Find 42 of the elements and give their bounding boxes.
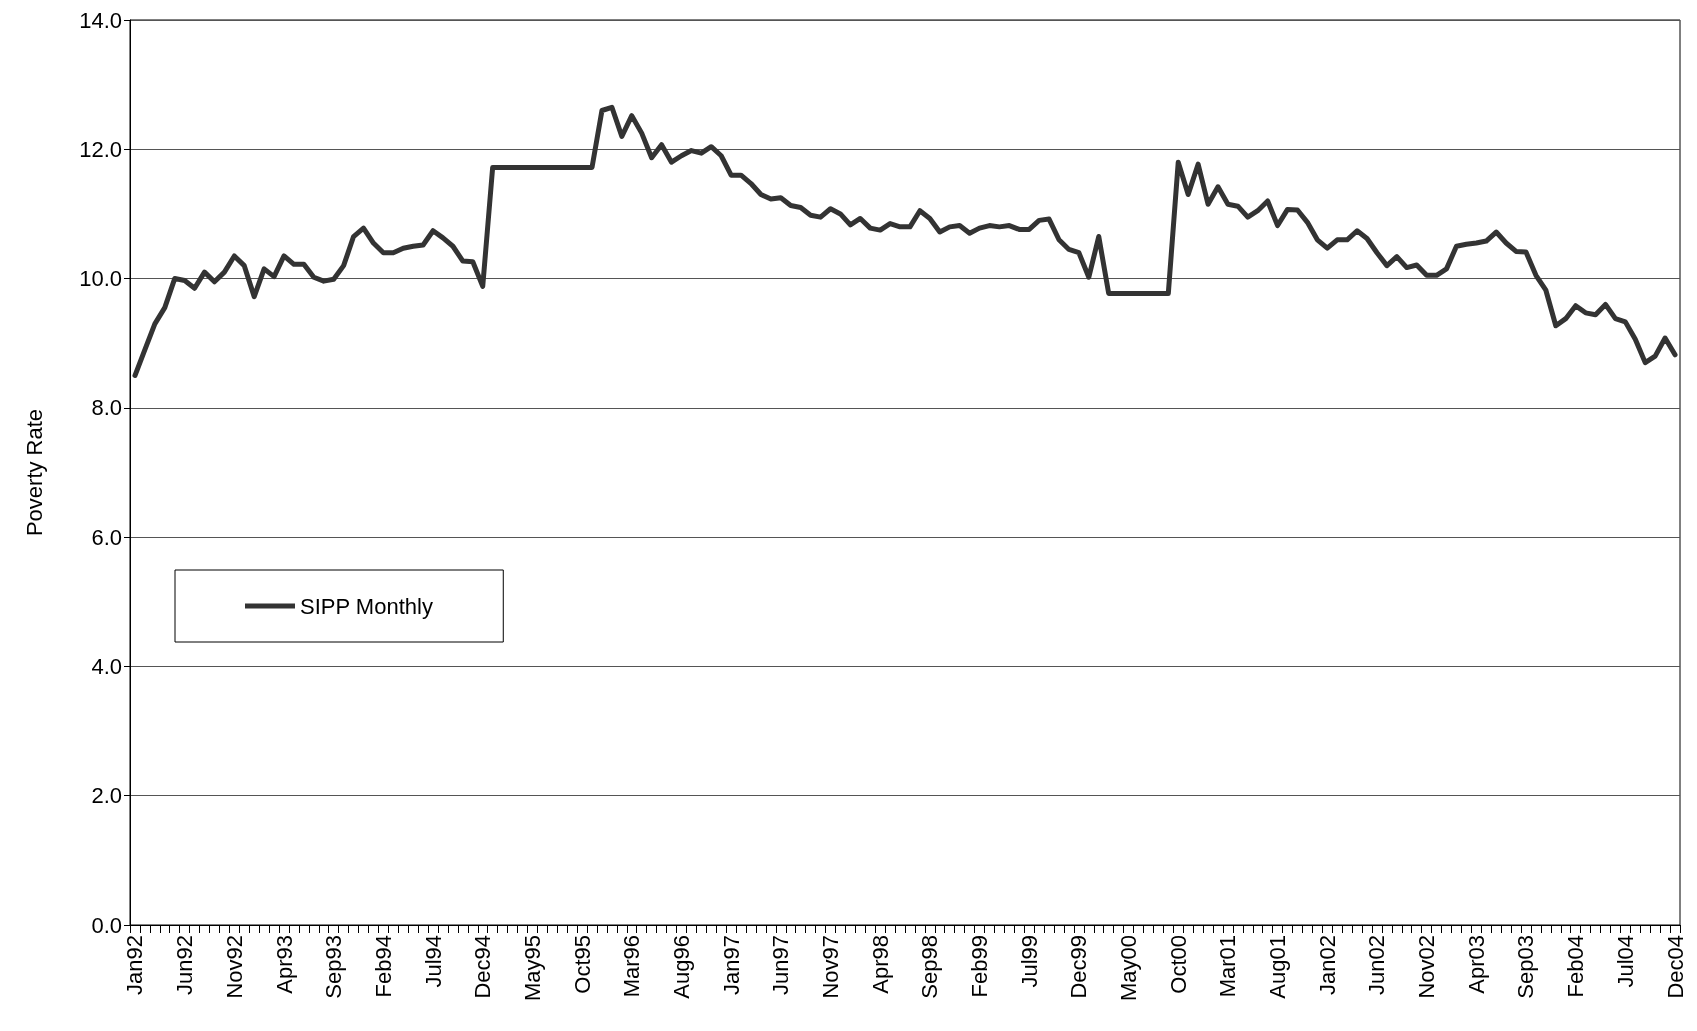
x-tick-label: Feb04 [1563, 935, 1589, 998]
x-tick-label: Mar01 [1215, 935, 1241, 998]
x-tick-label: Apr98 [867, 935, 893, 994]
x-tick-label: Apr93 [271, 935, 297, 994]
y-tick-label: 14.0 [79, 7, 122, 33]
x-tick-label: Sep03 [1513, 935, 1539, 999]
x-tick-label: Dec99 [1066, 935, 1092, 999]
x-tick-label: Jul04 [1612, 935, 1638, 988]
legend-label: SIPP Monthly [300, 593, 433, 619]
x-tick-label: May00 [1116, 935, 1142, 1002]
x-tick-label: Jun92 [172, 935, 198, 995]
x-tick-label: Jul99 [1016, 935, 1042, 988]
x-tick-label: Jun97 [768, 935, 794, 995]
x-tick-label: Feb99 [967, 935, 993, 998]
x-tick-label: Dec04 [1662, 935, 1688, 999]
y-tick-label: 6.0 [91, 524, 122, 550]
y-tick-label: 10.0 [79, 266, 122, 292]
x-tick-label: Nov02 [1414, 935, 1440, 999]
x-tick-label: Aug96 [668, 935, 694, 999]
x-tick-label: Mar96 [619, 935, 645, 998]
x-tick-label: Nov92 [221, 935, 247, 999]
x-tick-label: Jan02 [1314, 935, 1340, 995]
x-tick-label: Dec94 [470, 935, 496, 999]
x-tick-label: Aug01 [1265, 935, 1291, 999]
x-tick-label: Jan97 [718, 935, 744, 995]
y-tick-label: 4.0 [91, 653, 122, 679]
x-tick-label: Sep93 [321, 935, 347, 999]
y-tick-label: 2.0 [91, 783, 122, 809]
y-tick-label: 8.0 [91, 395, 122, 421]
x-tick-label: May95 [519, 935, 545, 1002]
x-tick-label: Nov97 [817, 935, 843, 999]
y-tick-label: 12.0 [79, 136, 122, 162]
x-tick-label: Jan92 [122, 935, 148, 995]
x-tick-label: Feb94 [370, 935, 396, 998]
x-tick-label: Jun02 [1364, 935, 1390, 995]
y-tick-label: 0.0 [91, 912, 122, 938]
x-tick-label: Sep98 [917, 935, 943, 999]
x-tick-label: Jul94 [420, 935, 446, 988]
y-axis-title: Poverty Rate [21, 408, 47, 537]
x-tick-label: Oct95 [569, 935, 595, 994]
x-tick-label: Oct00 [1165, 935, 1191, 994]
x-tick-label: Apr03 [1463, 935, 1489, 994]
